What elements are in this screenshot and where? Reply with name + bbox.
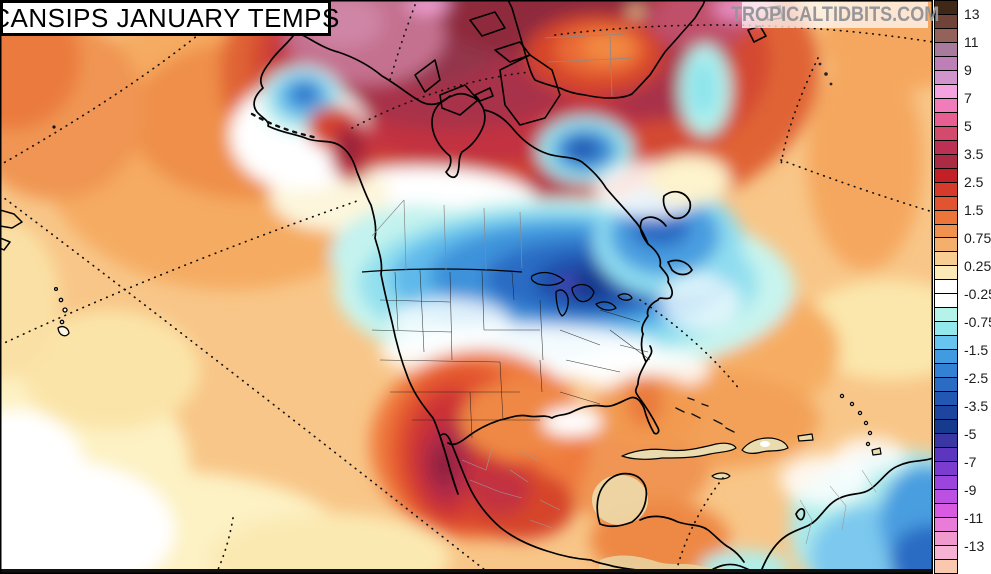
- colorbar-label: -7: [964, 454, 977, 470]
- colorbar-label: -13: [964, 538, 985, 554]
- colorbar-band: [935, 140, 957, 155]
- colorbar-label: 3.5: [964, 146, 984, 162]
- us-canada-border: [361, 268, 523, 273]
- colorbar-band: [935, 559, 957, 573]
- watermark-box: TROPICALTIDBITS.COM: [731, 2, 939, 28]
- mexico-state-borders: [461, 447, 877, 545]
- map-title: CANSIPS JANUARY TEMPS: [0, 2, 340, 33]
- colorbar-band: [935, 112, 957, 127]
- colorbar-band: [935, 406, 957, 421]
- colorbar-band: [935, 210, 957, 225]
- colorbar-label: 5: [964, 118, 972, 134]
- caribbean-islands: [621, 393, 882, 480]
- colorbar-band: [935, 308, 957, 323]
- colorbar-band: [935, 461, 957, 476]
- colorbar-band: [935, 98, 957, 113]
- colorbar-label: -2.5: [964, 370, 989, 386]
- colorbar-band: [935, 70, 957, 85]
- colorbar-band: [935, 252, 957, 267]
- greenland-interior-borders: [544, 33, 633, 97]
- colorbar-band: [935, 322, 957, 337]
- colorbar-band: [935, 420, 957, 435]
- map-frame: [0, 0, 933, 574]
- colorbar-band: [935, 503, 957, 518]
- colorbar-band: [935, 392, 957, 407]
- province-borders: [371, 199, 523, 271]
- colorbar-band: [935, 56, 957, 71]
- colorbar-label: -3.5: [964, 398, 989, 414]
- colorbar-band: [935, 350, 957, 365]
- bahamas-islands: [675, 397, 735, 433]
- colorbar-band: [935, 280, 957, 295]
- colorbar-label: 1.5: [964, 202, 984, 218]
- colorbar-band: [935, 545, 957, 560]
- colorbar-band: [935, 378, 957, 393]
- colorbar-band: [935, 294, 957, 309]
- colorbar-band: [935, 182, 957, 197]
- colorbar-label: 7: [964, 90, 972, 106]
- colorbar-label: -9: [964, 482, 977, 498]
- colorbar-label: 13: [964, 6, 980, 22]
- colorbar-band: [935, 154, 957, 169]
- colorbar-label: -0.25: [964, 286, 991, 302]
- graticule: [0, 3, 933, 574]
- colorbar-label: -5: [964, 426, 977, 442]
- colorbar-band: [935, 1, 957, 15]
- colorbar-label: 9: [964, 62, 972, 78]
- colorbar-label: 0.25: [964, 258, 991, 274]
- azores-islands: [818, 62, 833, 86]
- colorbar-band: [935, 489, 957, 504]
- colorbar-label: -0.75: [964, 314, 991, 330]
- map-title-box: CANSIPS JANUARY TEMPS: [0, 0, 339, 36]
- colorbar-band: [935, 531, 957, 546]
- colorbar-band: [935, 238, 957, 253]
- colorbar-band: [935, 14, 957, 29]
- colorbar-band: [935, 266, 957, 281]
- colorbar-label: 11: [964, 34, 979, 50]
- colorbar: 13 11 9 7 5 3.5 2.5 1.5 0.75 0.25 -0.25 -0.75 -1.5 -2…: [933, 0, 991, 574]
- colorbar-band: [935, 168, 957, 183]
- hawaii-islands: [53, 286, 70, 337]
- great-lakes: [530, 271, 633, 317]
- colorbar-band: [935, 28, 957, 43]
- aleutian-islands: [250, 112, 320, 140]
- colorbar-band: [935, 42, 957, 57]
- anomaly-map: [0, 0, 933, 574]
- colorbar-band: [935, 448, 957, 462]
- colorbar-label: -11: [964, 510, 984, 526]
- map-bottom-border: [0, 569, 933, 574]
- colorbar-band: [935, 196, 957, 211]
- colorbar-label: -1.5: [964, 342, 989, 358]
- state-borders: [371, 269, 651, 439]
- colorbar-label: 2.5: [964, 174, 984, 190]
- colorbar-band: [935, 84, 957, 99]
- left-edge-land-fragments: [0, 125, 56, 251]
- colorbar-band: [935, 364, 957, 379]
- colorbar-bands: [934, 0, 958, 574]
- colorbar-band: [935, 517, 957, 532]
- colorbar-band: [935, 434, 957, 448]
- colorbar-band: [935, 475, 957, 490]
- colorbar-labels: 13 11 9 7 5 3.5 2.5 1.5 0.75 0.25 -0.25 -0.75 -1.5 -2…: [964, 0, 991, 574]
- colorbar-band: [935, 224, 957, 239]
- colorbar-band: [935, 126, 957, 141]
- colorbar-label: 0.75: [964, 230, 991, 246]
- watermark-text: TROPICALTIDBITS.COM: [730, 3, 940, 26]
- coastlines: [253, 31, 933, 574]
- colorbar-band: [935, 336, 957, 351]
